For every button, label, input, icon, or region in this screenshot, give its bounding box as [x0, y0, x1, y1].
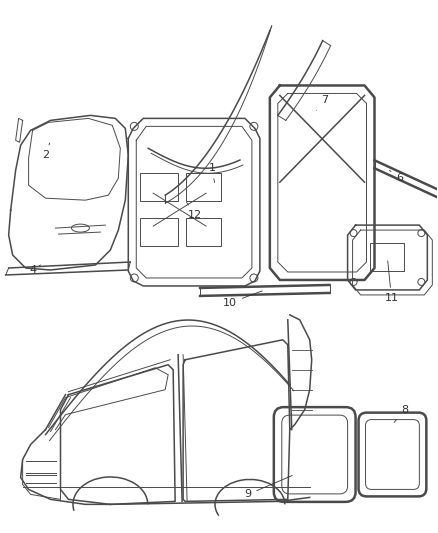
Text: 6: 6	[389, 170, 403, 183]
Bar	[186, 173, 221, 201]
Text: 10: 10	[223, 291, 262, 308]
Text: 9: 9	[244, 475, 292, 499]
Text: 7: 7	[317, 95, 328, 110]
Bar	[370, 243, 404, 271]
Bar	[140, 173, 178, 201]
Bar	[140, 218, 178, 246]
Text: 12: 12	[187, 203, 202, 220]
Text: 1: 1	[208, 163, 215, 182]
Text: 8: 8	[394, 405, 408, 423]
Text: 2: 2	[42, 143, 49, 160]
Text: 4: 4	[29, 265, 41, 275]
Bar	[186, 218, 221, 246]
Text: 11: 11	[385, 261, 399, 303]
